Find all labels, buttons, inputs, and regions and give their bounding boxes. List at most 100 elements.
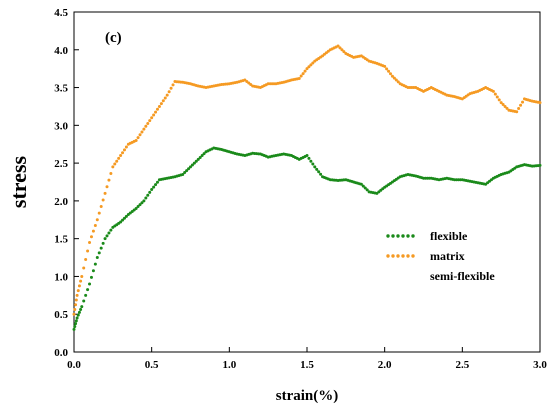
y-tick-label: 3.5	[54, 83, 68, 95]
y-axis-title: stress	[6, 155, 31, 208]
data-point-matrix	[77, 284, 81, 288]
data-point-matrix	[107, 178, 111, 182]
data-point-flexible	[154, 183, 158, 187]
data-point-flexible	[319, 172, 323, 176]
legend-item-matrix: matrix	[386, 249, 465, 263]
data-point-matrix	[307, 65, 311, 69]
x-tick-label: 1.0	[222, 359, 236, 371]
data-point-flexible	[122, 216, 126, 220]
data-point-flexible	[363, 186, 367, 190]
data-point-matrix	[95, 218, 99, 222]
data-point-matrix	[80, 274, 84, 278]
data-point-flexible	[140, 201, 144, 205]
data-point-matrix	[154, 110, 158, 114]
data-point-matrix	[390, 74, 394, 78]
data-point-matrix	[89, 235, 93, 239]
data-point-matrix	[392, 76, 396, 80]
y-tick-label: 0.5	[54, 309, 68, 321]
data-point-matrix	[342, 50, 346, 54]
data-point-matrix	[75, 293, 79, 297]
series-flexible	[72, 146, 542, 331]
data-point-flexible	[144, 196, 148, 200]
data-point-flexible	[91, 269, 95, 273]
y-tick-label: 3.0	[54, 120, 68, 132]
data-point-flexible	[89, 275, 93, 279]
data-point-flexible	[187, 167, 191, 171]
legend-swatch-matrix	[401, 254, 405, 258]
data-point-matrix	[142, 127, 146, 131]
x-tick-label: 0.0	[67, 359, 81, 371]
data-point-flexible	[138, 203, 142, 207]
data-point-flexible	[309, 159, 313, 163]
data-point-flexible	[183, 171, 187, 175]
legend-swatch-flexible	[391, 234, 395, 238]
data-point-flexible	[317, 170, 321, 174]
data-point-flexible	[77, 310, 81, 314]
data-point-matrix	[79, 279, 83, 283]
data-point-flexible	[105, 234, 109, 238]
data-point-matrix	[538, 101, 542, 105]
data-point-flexible	[134, 206, 138, 210]
legend-swatch-flexible	[396, 234, 400, 238]
data-point-matrix	[505, 106, 509, 110]
data-point-matrix	[519, 103, 523, 107]
legend-item-semi-flexible: semi-flexible	[430, 269, 495, 283]
data-point-matrix	[159, 102, 163, 106]
data-point-matrix	[73, 308, 77, 311]
legend-swatch-matrix	[391, 254, 395, 258]
data-point-matrix	[140, 130, 144, 134]
legend-swatch-flexible	[411, 234, 415, 238]
data-point-flexible	[200, 154, 204, 158]
data-point-matrix	[165, 93, 169, 97]
data-point-flexible	[136, 205, 140, 209]
data-point-matrix	[119, 154, 123, 158]
data-point-flexible	[79, 308, 83, 311]
legend-swatch-flexible	[401, 234, 405, 238]
legend-swatch-matrix	[386, 254, 390, 258]
data-point-matrix	[311, 61, 315, 65]
data-point-flexible	[189, 165, 192, 169]
legend-label-semi-flexible: semi-flexible	[430, 269, 495, 283]
x-tick-label: 2.5	[455, 359, 469, 371]
data-point-flexible	[107, 231, 111, 235]
legend-swatch-flexible	[406, 234, 410, 238]
data-point-flexible	[194, 159, 198, 163]
data-point-flexible	[72, 327, 76, 331]
data-point-matrix	[109, 172, 113, 175]
data-point-flexible	[311, 162, 315, 166]
data-point-matrix	[396, 80, 400, 84]
x-tick-label: 0.5	[145, 359, 159, 371]
data-point-matrix	[144, 124, 148, 128]
data-point-flexible	[80, 305, 84, 309]
series-matrix	[72, 44, 542, 316]
data-point-flexible	[146, 193, 150, 197]
data-point-flexible	[109, 228, 113, 232]
data-point-matrix	[163, 96, 167, 100]
data-point-matrix	[117, 156, 121, 160]
data-point-matrix	[138, 133, 142, 137]
data-point-matrix	[169, 86, 173, 90]
legend: flexible matrix semi-flexible	[386, 229, 495, 283]
data-point-matrix	[297, 76, 301, 80]
data-point-matrix	[383, 64, 387, 68]
data-point-matrix	[82, 266, 86, 270]
data-point-matrix	[503, 104, 507, 108]
data-point-matrix	[93, 223, 97, 227]
data-point-matrix	[124, 145, 128, 149]
data-point-flexible	[181, 172, 185, 176]
data-point-flexible	[359, 182, 363, 186]
data-point-flexible	[82, 299, 86, 303]
data-point-matrix	[340, 48, 344, 52]
legend-swatch-matrix	[411, 254, 415, 258]
data-point-flexible	[84, 293, 88, 297]
x-axis-title: strain(%)	[276, 388, 339, 404]
legend-swatch-matrix	[396, 254, 400, 258]
legend-label-flexible: flexible	[430, 229, 468, 243]
data-point-matrix	[301, 72, 305, 76]
data-point-matrix	[99, 205, 103, 209]
data-point-matrix	[72, 312, 76, 316]
data-point-matrix	[150, 116, 154, 120]
data-point-matrix	[111, 165, 115, 169]
data-point-flexible	[97, 251, 101, 255]
